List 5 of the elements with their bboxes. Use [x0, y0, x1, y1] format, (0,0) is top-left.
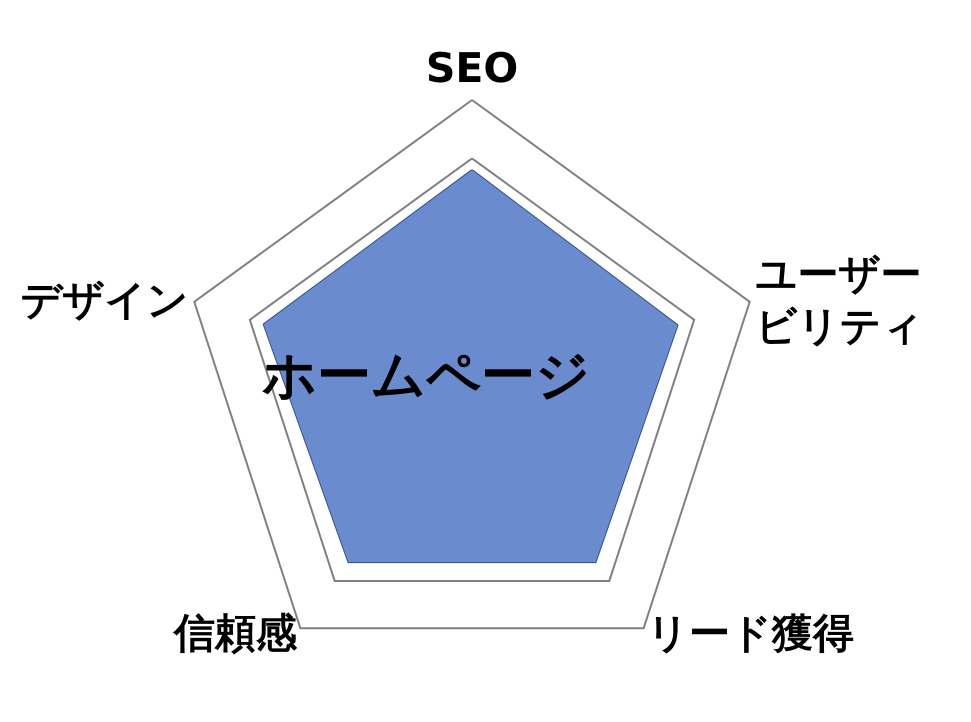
spoke-label: SEO [426, 44, 518, 92]
spoke-label: ユーザービリティ [755, 250, 924, 350]
spoke-label: リード獲得 [647, 609, 854, 658]
spoke-label: 信頼感 [172, 609, 298, 658]
spoke-label: デザイン [20, 276, 189, 324]
